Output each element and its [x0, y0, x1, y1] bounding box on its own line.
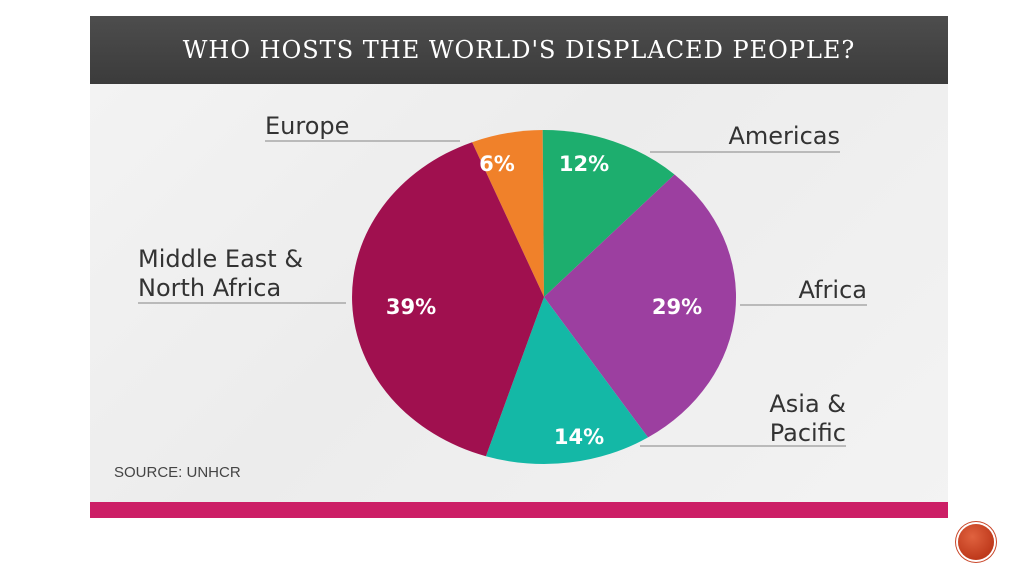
- category-label-europe: Europe: [265, 112, 349, 140]
- accent-bar: [90, 502, 948, 518]
- pie-slice-europe: [472, 130, 544, 297]
- page-indicator-button[interactable]: [958, 524, 994, 560]
- category-label-middle-east-north-africa: Middle East & North Africa: [138, 245, 303, 302]
- source-note: SOURCE: UNHCR: [114, 464, 241, 481]
- data-label-africa: 29%: [652, 295, 702, 319]
- pie-chart: 6% 12% 29% 14% 39% Europe Americas Africa Asia &…: [138, 112, 867, 465]
- category-label-africa: Africa: [799, 276, 867, 304]
- data-label-asia-pacific: 14%: [554, 425, 604, 449]
- chart-title: WHO HOSTS THE WORLD'S DISPLACED PEOPLE?: [182, 36, 856, 64]
- category-label-asia-pacific: Asia & Pacific: [769, 390, 846, 447]
- category-label-americas: Americas: [728, 122, 840, 150]
- title-bar: [90, 16, 948, 84]
- pie-slice-middle-east-north-africa: [352, 142, 544, 457]
- data-label-europe: 6%: [479, 152, 515, 176]
- pie-slice-americas: [542, 129, 675, 297]
- pie-slice-africa: [544, 174, 737, 438]
- pie-slice-asia-pacific: [485, 297, 648, 465]
- data-label-americas: 12%: [559, 152, 609, 176]
- infographic-card: WHO HOSTS THE WORLD'S DISPLACED PEOPLE? …: [90, 16, 948, 518]
- data-label-middle-east-north-africa: 39%: [386, 295, 436, 319]
